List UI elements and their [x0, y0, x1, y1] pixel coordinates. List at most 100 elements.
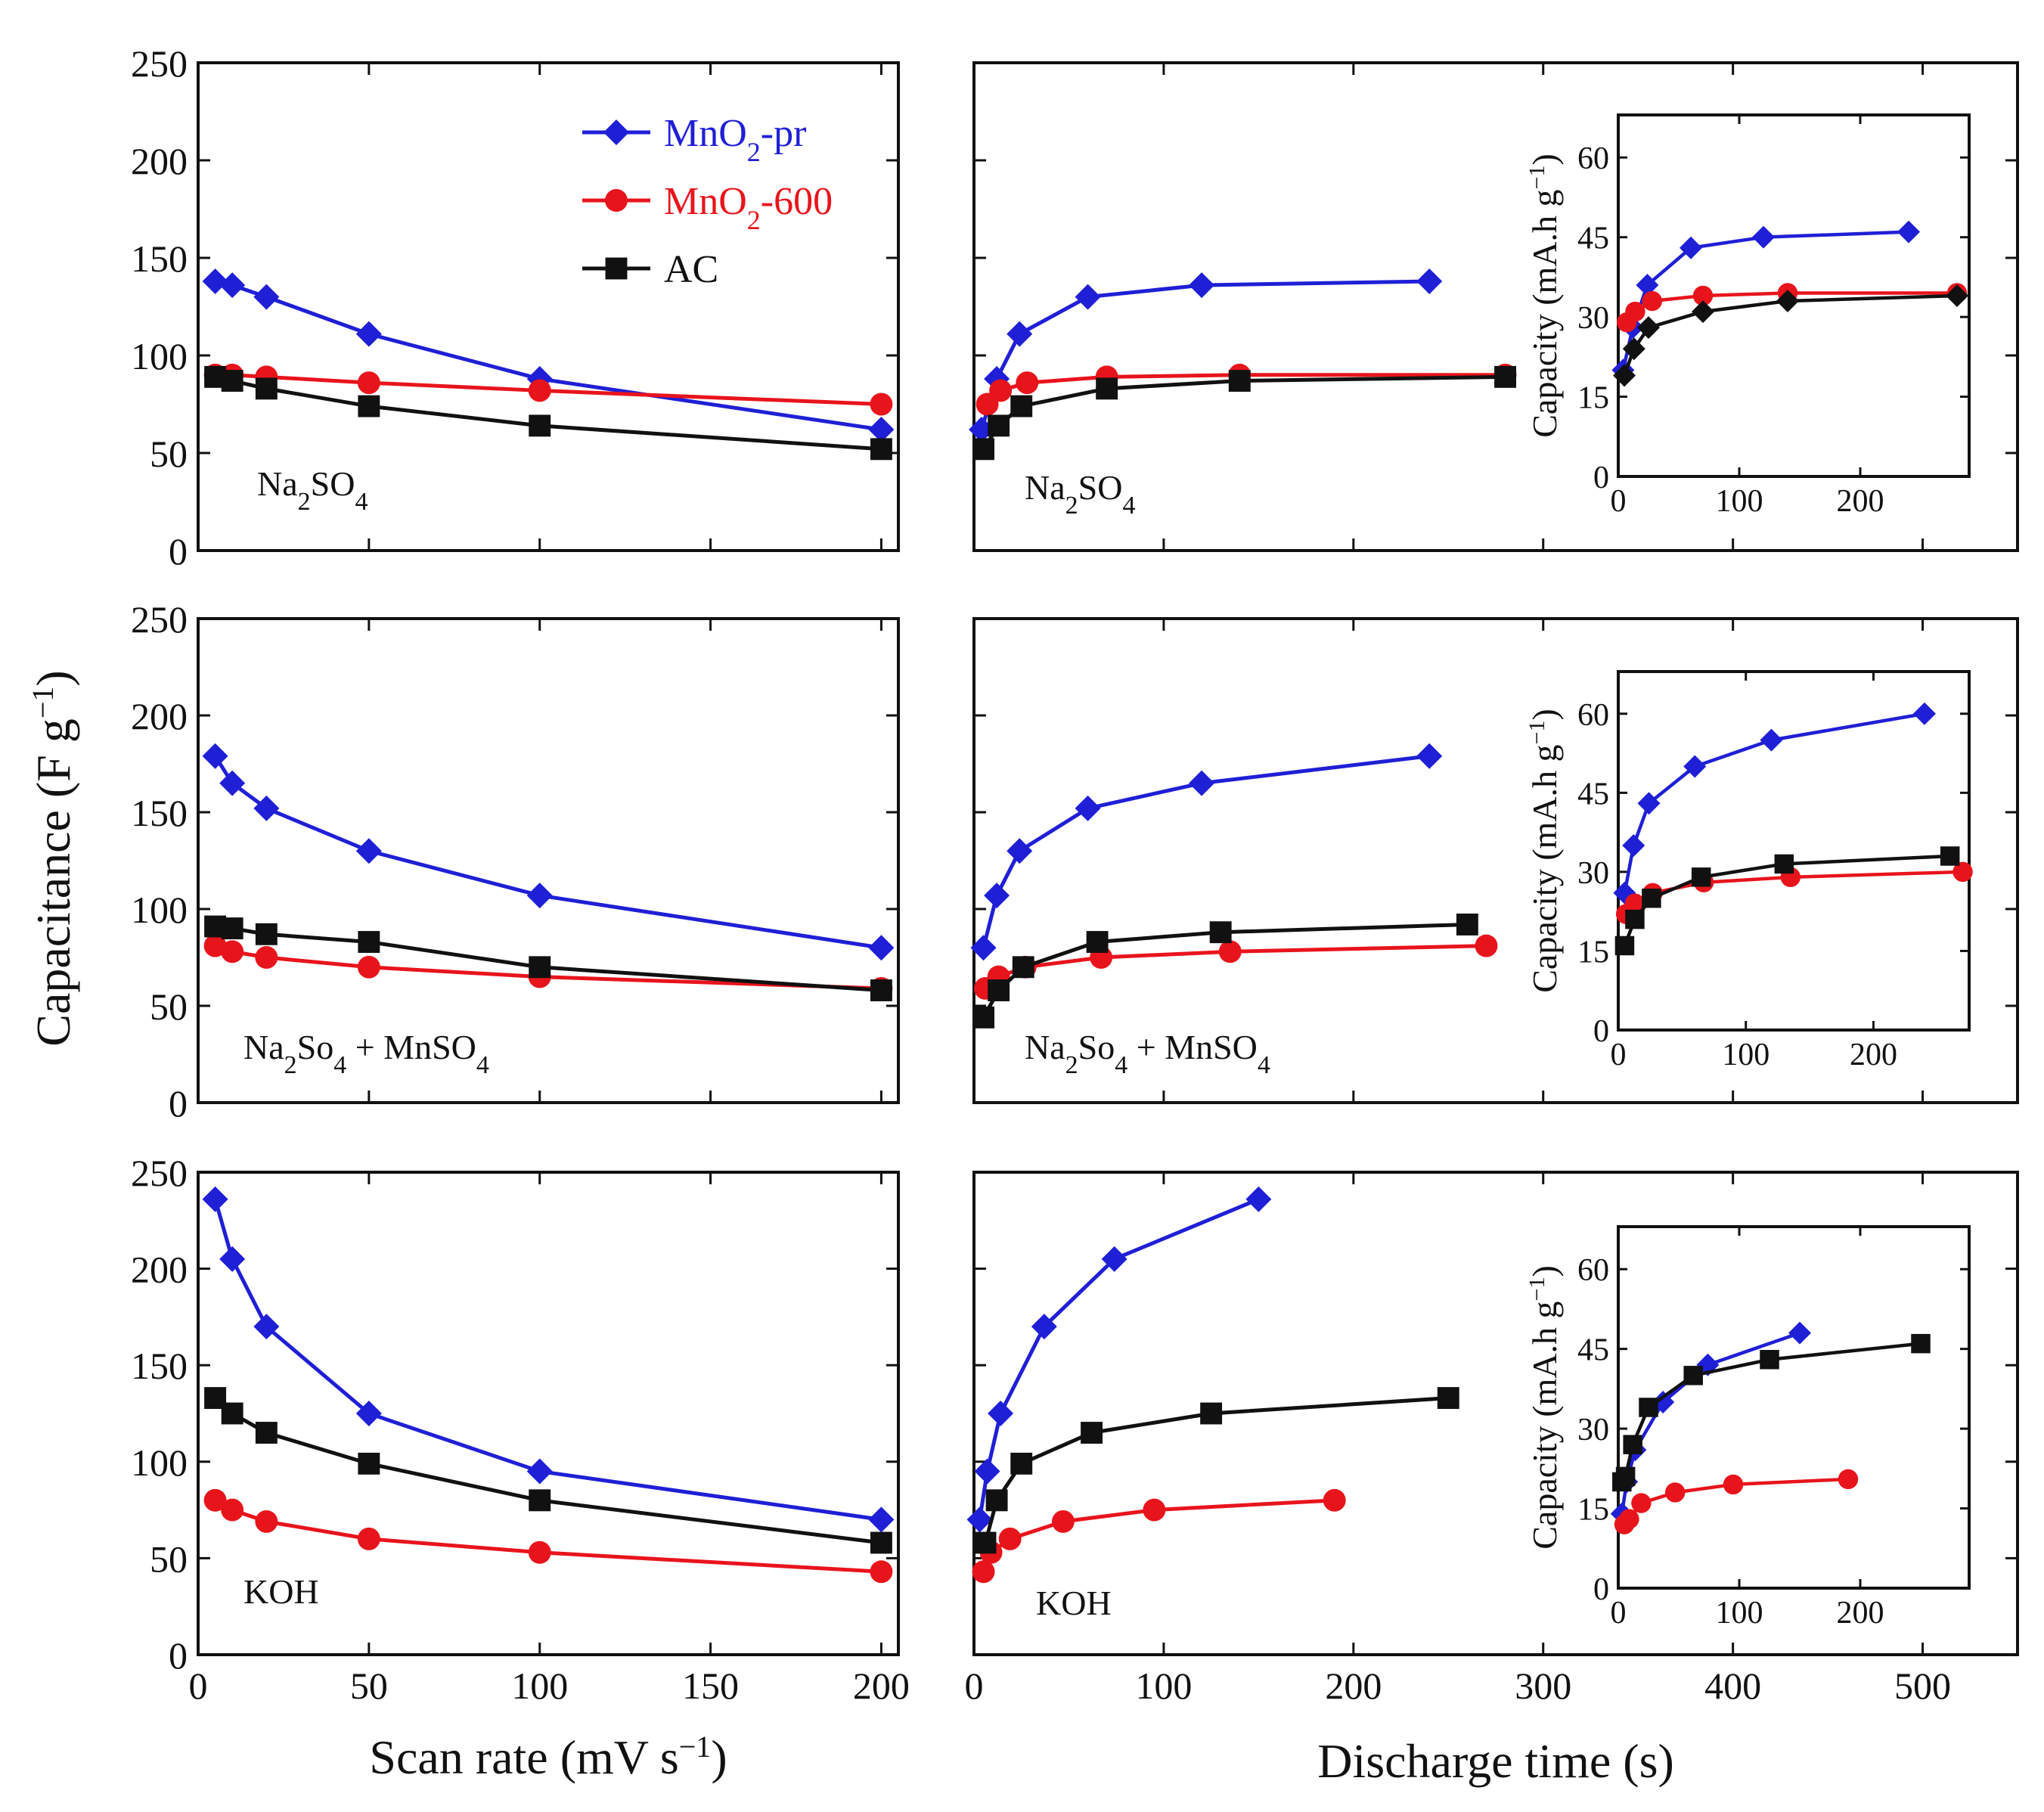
- scan-2-xtick-label: 0: [189, 1665, 208, 1707]
- scan-1-electrolyte-label: Na2So4 + MnSO4: [243, 1028, 489, 1079]
- inset-0-ytick-label: 60: [1577, 141, 1609, 176]
- inset-1-point-mno2_pr: [1683, 755, 1707, 778]
- inset-2-point-ac: [1615, 1466, 1636, 1487]
- discharge-2-point-mno2_600: [972, 1560, 995, 1584]
- discharge-2-point-mno2_600: [1323, 1488, 1346, 1512]
- inset-1-xtick-label: 0: [1611, 1038, 1627, 1072]
- discharge-1-point-mno2_pr: [970, 935, 997, 961]
- discharge-2-point-mno2_pr: [1031, 1314, 1057, 1340]
- scan-1-ytick-label: 100: [131, 889, 188, 931]
- legend-label-mno2_600: MnO2-600: [664, 180, 833, 235]
- legend-marker-mno2_pr: [603, 119, 629, 145]
- scan-2-ytick-label: 100: [131, 1441, 188, 1484]
- inset-1-point-mno2_600: [1624, 893, 1645, 914]
- legend-label-mno2_pr: MnO2-pr: [664, 112, 806, 167]
- discharge-2-point-mno2_600: [1143, 1498, 1166, 1522]
- scan-2-xtick-label: 200: [853, 1665, 910, 1707]
- discharge-0-point-mno2_600: [1016, 371, 1039, 395]
- inset-0-ytick-label: 45: [1577, 222, 1609, 256]
- inset-1-ylabel: Capacity (mA.h g−1): [1524, 709, 1565, 993]
- scan-2-point-mno2_600: [221, 1498, 244, 1522]
- capacitance-ylabel: Capacitance (F g−1): [26, 670, 81, 1046]
- discharge-2-xtick-label: 100: [1135, 1665, 1192, 1707]
- inset-2-point-mno2_600: [1631, 1493, 1652, 1513]
- discharge-2-point-mno2_pr: [974, 1458, 1000, 1485]
- inset-0-ytick-label: 30: [1577, 301, 1609, 336]
- discharge-0-point-mno2_pr: [1075, 284, 1101, 310]
- inset-1-ytick-label: 15: [1577, 935, 1609, 970]
- scan-1-point-mno2_600: [221, 940, 244, 963]
- discharge-2-point-ac: [1081, 1422, 1103, 1444]
- discharge-0-point-ac: [1494, 365, 1516, 388]
- scan-1-ytick-label: 0: [169, 1082, 188, 1125]
- scan-2-frame: [197, 1171, 900, 1656]
- scan-1-point-mno2_pr: [355, 838, 382, 864]
- legend-marker-ac: [605, 257, 628, 280]
- scan-1-point-mno2_pr: [526, 883, 553, 909]
- discharge-1-point-ac: [988, 979, 1010, 1001]
- inset-1-point-ac: [1940, 846, 1960, 866]
- inset-0-panel: 0 100 200 0 15 30 45 60 Capacity (mA.h g−1): [1524, 113, 1971, 519]
- scan-0-point-mno2_pr: [868, 417, 895, 443]
- scan-0-panel: 0 50 100 150 200 250 Na2SO4: [131, 42, 900, 572]
- scan-2-point-mno2_pr: [253, 1314, 280, 1340]
- inset-2-point-mno2_600: [1619, 1509, 1639, 1529]
- discharge-2-point-ac: [985, 1489, 1008, 1512]
- discharge-2-point-ac: [1010, 1452, 1033, 1475]
- scan-2-electrolyte-label: KOH: [243, 1572, 319, 1611]
- scan-1-ytick-label: 50: [150, 985, 188, 1028]
- inset-2-frame: [1617, 1225, 1971, 1590]
- discharge-2-point-mno2_pr: [1245, 1186, 1272, 1212]
- inset-1-point-ac: [1642, 888, 1661, 908]
- discharge-2-point-ac: [1437, 1387, 1459, 1410]
- discharge-2-point-mno2_pr: [988, 1401, 1014, 1426]
- scan-2-point-mno2_600: [357, 1527, 380, 1550]
- discharge-2-xtick-label: 400: [1704, 1665, 1761, 1707]
- inset-0-point-ac: [1613, 364, 1636, 387]
- scan-0-ytick-label: 0: [169, 530, 188, 572]
- inset-1-point-ac: [1625, 909, 1645, 929]
- discharge-2-electrolyte-label: KOH: [1036, 1584, 1112, 1622]
- inset-2-point-ac: [1639, 1398, 1658, 1417]
- discharge-0-point-ac: [1096, 377, 1118, 400]
- discharge-1-point-mno2_pr: [984, 883, 1010, 909]
- scan-1-point-mno2_600: [357, 955, 380, 979]
- scan-1-frame: [197, 617, 900, 1104]
- scan-rate-xlabel: Scan rate (mV s−1): [369, 1730, 727, 1785]
- scan-2-point-mno2_600: [203, 1488, 227, 1512]
- discharge-0-point-ac: [972, 438, 994, 461]
- scan-1-ytick-label: 200: [131, 695, 188, 737]
- inset-2-point-ac: [1760, 1349, 1779, 1370]
- discharge-2-xtick-label: 200: [1325, 1665, 1382, 1707]
- scan-2-point-ac: [221, 1402, 243, 1425]
- scan-0-point-ac: [255, 377, 278, 400]
- inset-0-ytick-label: 15: [1577, 381, 1609, 416]
- scan-1-point-mno2_pr: [202, 743, 228, 769]
- inset-0-ytick-label: 0: [1593, 461, 1609, 495]
- inset-2-xtick-label: 0: [1611, 1596, 1627, 1630]
- discharge-2-point-ac: [1200, 1402, 1223, 1425]
- discharge-2-point-mno2_600: [998, 1527, 1022, 1550]
- scan-2-point-mno2_pr: [868, 1506, 895, 1533]
- scan-0-point-mno2_pr: [355, 321, 382, 347]
- discharge-0-point-mno2_600: [989, 379, 1013, 402]
- scan-0-point-mno2_pr: [202, 268, 228, 294]
- discharge-0-point-ac: [1228, 370, 1251, 392]
- discharge-0-electrolyte-label: Na2SO4: [1025, 468, 1135, 520]
- inset-1-point-mno2_pr: [1637, 792, 1661, 815]
- inset-2-xtick-label: 200: [1837, 1596, 1884, 1630]
- inset-0-xtick-label: 0: [1611, 484, 1627, 519]
- legend: MnO2-pr MnO2-600 AC: [582, 112, 833, 291]
- discharge-1-electrolyte-label: Na2So4 + MnSO4: [1025, 1028, 1270, 1079]
- scan-0-point-ac: [358, 395, 380, 417]
- inset-2-point-mno2_600: [1723, 1474, 1744, 1495]
- scan-1-point-mno2_pr: [868, 935, 895, 961]
- scan-0-point-mno2_pr: [526, 365, 553, 392]
- inset-2-xtick-label: 100: [1716, 1596, 1763, 1630]
- inset-2-point-ac: [1623, 1435, 1642, 1454]
- discharge-1-point-ac: [1209, 921, 1232, 944]
- discharge-1-point-mno2_pr: [1416, 743, 1443, 769]
- discharge-0-point-ac: [988, 414, 1010, 437]
- discharge-1-point-mno2_pr: [1006, 838, 1033, 864]
